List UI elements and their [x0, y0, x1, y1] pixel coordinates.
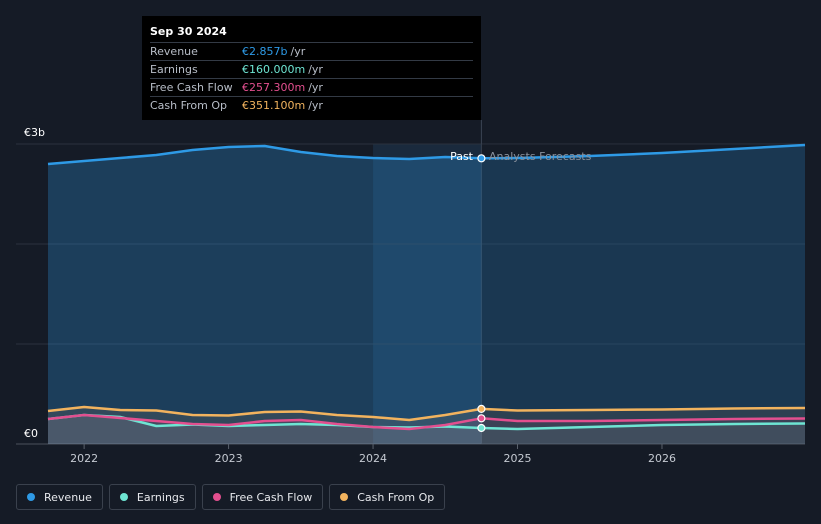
legend-item-free-cash-flow[interactable]: Free Cash Flow	[201, 484, 324, 510]
tooltip-label: Cash From Op	[150, 99, 228, 112]
tooltip-label: Earnings	[150, 63, 198, 76]
legend-item-earnings[interactable]: Earnings	[108, 484, 196, 510]
tooltip-value: €351.100m	[242, 99, 306, 112]
tooltip-unit: /yr	[308, 99, 323, 112]
legend-dot-icon	[212, 493, 221, 501]
x-tick-label: 2024	[359, 452, 387, 465]
tooltip-value: €160.000m	[242, 63, 306, 76]
legend-label: Earnings	[136, 490, 185, 504]
series-area-revenue	[48, 145, 805, 444]
tooltip-row-cash-from-op: Cash From Op €351.100m /yr	[150, 96, 473, 114]
tooltip-date: Sep 30 2024	[150, 25, 227, 38]
forecast-shade	[481, 144, 805, 444]
tooltip-unit: /yr	[308, 81, 323, 94]
tooltip-value: €257.300m	[242, 81, 306, 94]
legend-label: Free Cash Flow	[229, 490, 313, 504]
legend-item-cash-from-op[interactable]: Cash From Op	[329, 484, 446, 510]
forecast-label: Analysts Forecasts	[489, 150, 592, 163]
series-line-free-cash-flow	[47, 413, 806, 431]
x-tick-label: 2022	[70, 452, 98, 465]
legend-item-revenue[interactable]: Revenue	[16, 484, 103, 510]
data-point-revenue	[477, 154, 486, 163]
data-point-earnings	[477, 423, 486, 433]
x-tick-label: 2025	[504, 452, 532, 465]
tooltip-unit: /yr	[290, 45, 306, 58]
chart-legend: Revenue Earnings Free Cash Flow Cash Fro…	[16, 484, 446, 510]
data-point-free-cash-flow	[477, 414, 486, 423]
chart-markers	[477, 154, 486, 433]
legend-dot-icon	[340, 493, 349, 501]
past-highlight-band	[373, 144, 482, 444]
legend-dot-icon	[119, 493, 128, 501]
series-area-free-cash-flow	[48, 415, 805, 444]
tooltip: Sep 30 2024 Revenue €2.857b /yr Earnings…	[142, 16, 481, 120]
tooltip-label: Revenue	[150, 45, 198, 58]
chart-background	[373, 144, 482, 444]
chart-lines	[47, 143, 806, 431]
x-axis-ticks: 2022 2023 2024 2025 2026	[70, 444, 676, 465]
series-line-revenue	[47, 143, 806, 166]
chart-labels: €3b €0 Past Analysts Forecasts	[24, 126, 592, 440]
series-area-cash-from-op	[48, 407, 805, 444]
tooltip-value: €2.857b	[242, 45, 288, 58]
x-tick-label: 2026	[648, 452, 676, 465]
legend-label: Revenue	[44, 490, 92, 504]
y-axis-min-label: €0	[24, 427, 38, 440]
chart-gridlines	[16, 120, 805, 445]
series-line-cash-from-op	[47, 405, 806, 422]
data-point-cash-from-op	[477, 404, 486, 413]
tooltip-row-revenue: Revenue €2.857b /yr	[150, 42, 473, 60]
tooltip-row-free-cash-flow: Free Cash Flow €257.300m /yr	[150, 78, 473, 96]
tooltip-unit: /yr	[308, 63, 323, 76]
legend-label: Cash From Op	[357, 490, 435, 504]
x-tick-label: 2023	[215, 452, 243, 465]
legend-dot-icon	[27, 493, 35, 501]
past-label: Past	[450, 150, 474, 163]
chart-areas	[48, 144, 805, 444]
series-area-earnings	[48, 415, 805, 444]
tooltip-row-earnings: Earnings €160.000m /yr	[150, 60, 473, 78]
tooltip-label: Free Cash Flow	[150, 81, 233, 94]
y-axis-max-label: €3b	[24, 126, 45, 139]
